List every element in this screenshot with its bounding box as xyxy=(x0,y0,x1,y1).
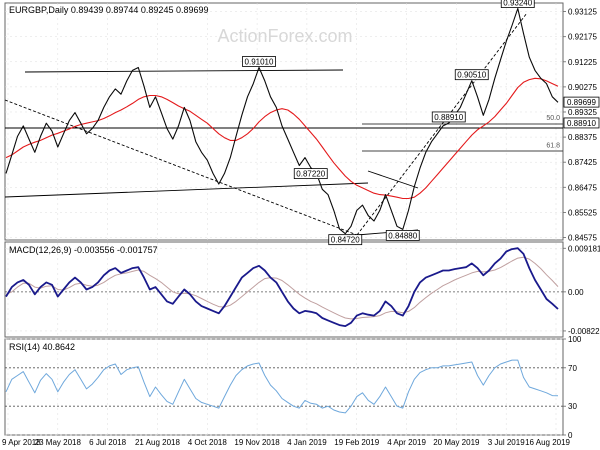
annotation-label-2: 0.84720 xyxy=(331,236,360,245)
y-tick-label-rsi-3: 0 xyxy=(568,431,573,440)
fib-label-0: 50.0 xyxy=(546,115,560,122)
rsi-panel-header: RSI(14) 40.8642 xyxy=(9,342,75,352)
annotation-label-0: 0.91010 xyxy=(245,57,274,66)
y-tick-label-price-2: 0.91225 xyxy=(568,58,597,67)
x-tick-label-11: 16 Aug 2019 xyxy=(525,438,570,447)
channel-line-dashed-1 xyxy=(4,99,358,236)
y-tick-label-price-1: 0.92175 xyxy=(568,33,597,42)
x-tick-label-4: 4 Oct 2018 xyxy=(188,438,228,447)
macd-panel-header: MACD(12,26,9) -0.003556 -0.001757 xyxy=(9,245,158,255)
y-tick-label-price-4: 0.89325 xyxy=(568,108,597,117)
y-tick-label-price-9: 0.84575 xyxy=(568,233,597,242)
y-tick-label-price-5: 0.88375 xyxy=(568,133,597,142)
y-tick-label-price-8: 0.85525 xyxy=(568,208,597,217)
price-price-line xyxy=(5,7,559,235)
macd-series-group xyxy=(5,247,559,328)
annotation-label-5: 0.90510 xyxy=(457,71,486,80)
x-tick-label-10: 3 Jul 2019 xyxy=(488,438,525,447)
rsi-rsi-line xyxy=(5,359,559,414)
fib-label-1: 61.8 xyxy=(546,142,560,149)
x-tick-label-9: 20 May 2019 xyxy=(433,438,480,447)
trend-lines xyxy=(4,12,563,236)
channel-line-dashed-2 xyxy=(356,12,528,236)
y-tick-label-rsi-1: 70 xyxy=(568,364,577,373)
annotation-label-6: 0.93240 xyxy=(503,0,532,8)
axes-group: 0.93125 0.92175 0.91225 0.90275 0.89325 0.883… xyxy=(2,8,600,447)
resistance-line-top xyxy=(24,69,344,73)
level-label-1: 0.88910 xyxy=(567,119,596,128)
annotation-box-1 xyxy=(293,168,328,180)
annotation-box-4 xyxy=(431,111,466,123)
level-box-1 xyxy=(563,117,600,129)
annotation-box-3 xyxy=(385,230,420,241)
annotation-box-5 xyxy=(454,69,489,81)
y-tick-label-rsi-2: 30 xyxy=(568,402,577,411)
x-tick-label-7: 19 Feb 2019 xyxy=(334,438,379,447)
x-tick-label-0: 9 Apr 2018 xyxy=(2,438,41,447)
y-tick-label-price-6: 0.87425 xyxy=(568,158,597,167)
rsi-panel-frame xyxy=(4,338,564,436)
support-line-lower xyxy=(4,182,369,198)
annotation-label-1: 0.87220 xyxy=(296,170,325,179)
macd-macd-line xyxy=(5,247,559,328)
price-panel-header: EURGBP,Daily 0.89439 0.89744 0.89245 0.8… xyxy=(9,5,209,15)
macd-signal-line xyxy=(5,256,559,320)
x-tick-label-2: 6 Jul 2018 xyxy=(89,438,126,447)
resistance-line-mid xyxy=(367,170,419,189)
y-tick-label-rsi-0: 100 xyxy=(568,335,582,344)
annotation-box-2 xyxy=(328,234,363,246)
annotation-box-6 xyxy=(500,0,535,8)
level-box-0 xyxy=(563,96,600,108)
x-tick-label-6: 4 Jan 2019 xyxy=(287,438,327,447)
x-tick-label-1: 23 May 2018 xyxy=(35,438,82,447)
y-tick-label-price-0: 0.93125 xyxy=(568,8,597,17)
x-tick-label-3: 21 Aug 2018 xyxy=(135,438,180,447)
x-tick-label-8: 4 Apr 2019 xyxy=(387,438,426,447)
annotation-label-4: 0.88910 xyxy=(434,113,463,122)
y-tick-label-price-7: 0.86475 xyxy=(568,183,597,192)
y-tick-label-macd-0: 0.009181 xyxy=(568,244,600,253)
price-panel-frame xyxy=(4,2,564,241)
rsi-series-group xyxy=(5,359,559,414)
watermark: ActionForex.com xyxy=(217,26,352,46)
price-series-group xyxy=(5,7,559,235)
macd-panel-frame xyxy=(4,241,564,338)
annotation-box-0 xyxy=(242,56,276,67)
x-tick-label-5: 19 Nov 2018 xyxy=(234,438,280,447)
level-label-0: 0.89699 xyxy=(567,98,596,107)
y-tick-label-macd-2: -0.008225 xyxy=(568,327,600,336)
annotations-group: 0.91010 0.87220 0.84720 0.84880 0.88910 0.905… xyxy=(242,0,600,246)
annotation-label-3: 0.84880 xyxy=(388,231,417,240)
y-tick-label-price-3: 0.90275 xyxy=(568,83,597,92)
y-tick-label-macd-1: 0.00 xyxy=(568,288,584,297)
